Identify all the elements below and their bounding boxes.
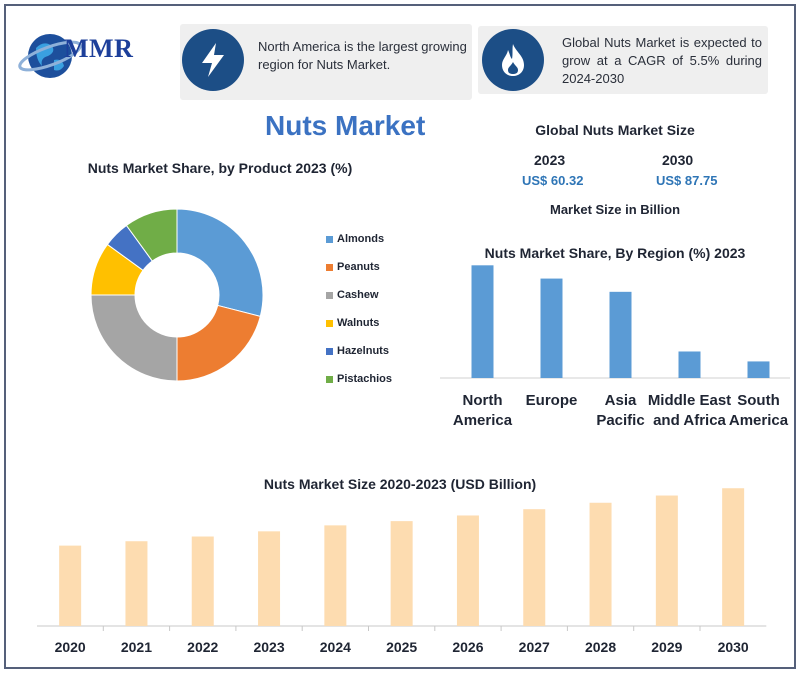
info-text-largest-region: North America is the largest growing reg… [258,39,467,72]
size-bar-2021 [125,541,148,626]
legend-item-peanuts: Peanuts [326,261,380,273]
legend-label: Almonds [337,233,385,245]
year-label-2025: 2025 [386,639,418,655]
year-label-2020: 2020 [54,639,86,655]
year-label-2023: 2023 [253,639,285,655]
donut-slice-cashew [90,294,178,382]
info-box-cagr: Global Nuts Market is expected to grow a… [478,26,768,94]
region-label-europe: Europe [525,392,578,409]
year-label-2028: 2028 [584,639,617,655]
legend-label: Hazelnuts [337,345,389,357]
market-size-year-end: 2030 [662,152,694,168]
legend-swatch [326,263,333,271]
main-title: Nuts Market [265,110,426,141]
product-share-title: Nuts Market Share, by Product 2023 (%) [87,160,353,176]
market-size-value-end: US$ 87.75 [656,173,718,188]
size-bar-2027 [523,509,546,626]
legend-item-hazelnuts: Hazelnuts [326,345,389,357]
size-bar-2023 [258,531,281,626]
size-bar-2028 [589,502,612,626]
year-label-2030: 2030 [717,639,749,655]
legend-item-almonds: Almonds [326,233,384,245]
legend-swatch [326,291,333,299]
year-label-2026: 2026 [452,639,484,655]
legend-label: Cashew [337,289,379,301]
legend-item-cashew: Cashew [326,289,379,301]
year-label-2022: 2022 [187,639,219,655]
info-text-cagr: Global Nuts Market is expected to grow a… [562,35,762,86]
region-label-asia-pacific: Asia Pacific [596,392,645,429]
legend-label: Pistachios [337,373,393,385]
legend-swatch [326,235,333,243]
legend-swatch [326,347,333,355]
lightning-icon [182,29,244,91]
size-bar-2026 [456,515,479,626]
mmr-logo [18,26,158,86]
legend-label: Walnuts [337,317,380,329]
info-box-largest-region: North America is the largest growing reg… [180,24,472,100]
legend-swatch [326,319,333,327]
size-bar-2030 [722,488,745,626]
market-size-value-start: US$ 60.32 [522,173,584,188]
market-size-history-title: Nuts Market Size 2020-2023 (USD Billion) [263,476,537,492]
region-bar-south-america [747,361,770,378]
legend-item-pistachios: Pistachios [326,373,392,385]
region-label-middle-east-and-africa: Middle East and Africa [647,392,732,429]
region-bar-north-america [471,265,494,378]
region-bar-asia-pacific [609,291,632,378]
size-bar-2022 [191,536,214,626]
year-label-2024: 2024 [319,639,351,655]
infographic-frame [4,4,796,669]
size-bar-2029 [655,495,678,626]
size-bar-2020 [59,545,82,626]
year-label-2021: 2021 [120,639,153,655]
region-label-south-america: South America [728,392,789,429]
region-label-north-america: North America [452,392,513,429]
flame-icon [482,29,544,91]
market-size-title: Global Nuts Market Size [535,122,695,138]
size-bar-2024 [324,525,347,626]
year-label-2029: 2029 [651,639,683,655]
legend-swatch [326,375,333,383]
donut-slice-almonds [176,208,264,317]
legend-item-walnuts: Walnuts [326,317,379,329]
donut-slice-pistachios [125,208,178,262]
market-size-unit-note: Market Size in Billion [549,202,681,217]
year-label-2027: 2027 [518,639,550,655]
region-bar-europe [540,278,563,378]
region-share-title: Nuts Market Share, By Region (%) 2023 [484,245,746,261]
size-bar-2025 [390,521,413,626]
legend-label: Peanuts [337,261,380,273]
region-bar-middle-east-and-africa [678,351,701,378]
logo-text: MMR [64,34,134,63]
market-size-year-start: 2023 [534,152,566,168]
